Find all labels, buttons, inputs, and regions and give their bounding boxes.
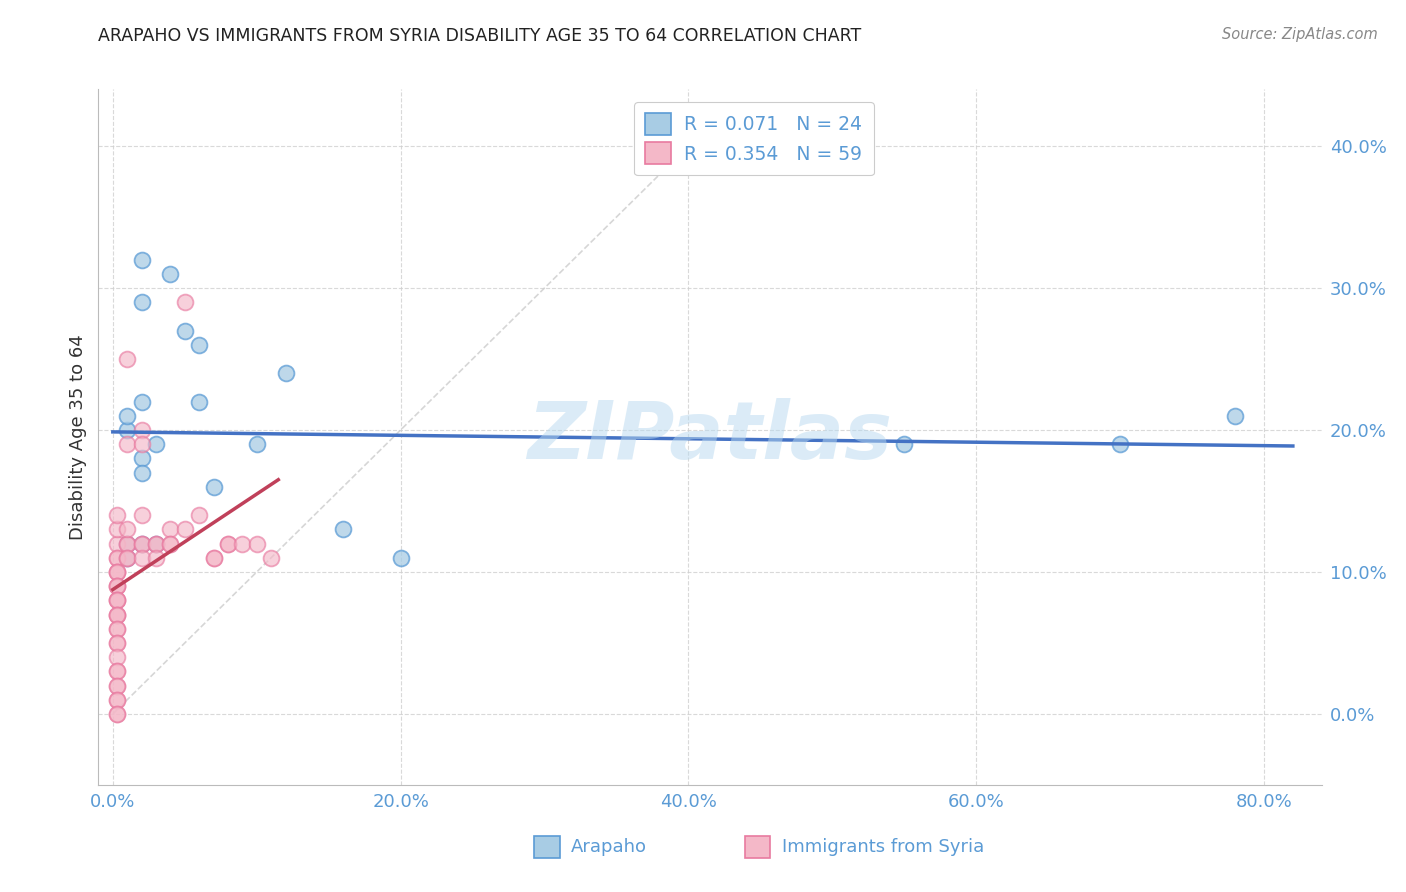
- Point: [145, 536, 167, 550]
- Point: [1109, 437, 1132, 451]
- Point: [145, 550, 167, 565]
- Point: [115, 351, 138, 366]
- Point: [1225, 409, 1247, 423]
- Point: [105, 536, 128, 550]
- Point: [105, 636, 128, 650]
- Point: [115, 550, 138, 565]
- Point: [173, 295, 195, 310]
- Point: [115, 536, 138, 550]
- Point: [188, 508, 211, 523]
- Point: [105, 692, 128, 706]
- Point: [159, 536, 181, 550]
- Point: [105, 593, 128, 607]
- Point: [105, 607, 128, 622]
- Point: [145, 536, 167, 550]
- Point: [105, 622, 128, 636]
- Point: [115, 536, 138, 550]
- Point: [131, 394, 153, 409]
- Point: [115, 550, 138, 565]
- Y-axis label: Disability Age 35 to 64: Disability Age 35 to 64: [69, 334, 87, 540]
- Point: [131, 451, 153, 466]
- Point: [115, 550, 138, 565]
- Text: ZIPatlas: ZIPatlas: [527, 398, 893, 476]
- Point: [131, 536, 153, 550]
- Point: [105, 565, 128, 579]
- Point: [115, 423, 138, 437]
- Point: [159, 522, 181, 536]
- Point: [105, 522, 128, 536]
- Point: [105, 692, 128, 706]
- Legend: R = 0.071   N = 24, R = 0.354   N = 59: R = 0.071 N = 24, R = 0.354 N = 59: [634, 102, 873, 176]
- Point: [332, 522, 354, 536]
- Point: [131, 536, 153, 550]
- Point: [145, 536, 167, 550]
- Point: [159, 536, 181, 550]
- Point: [105, 565, 128, 579]
- Point: [274, 366, 297, 380]
- Point: [893, 437, 915, 451]
- Point: [389, 550, 412, 565]
- Point: [105, 607, 128, 622]
- Point: [145, 437, 167, 451]
- Text: Immigrants from Syria: Immigrants from Syria: [782, 838, 984, 856]
- Point: [131, 508, 153, 523]
- Text: Source: ZipAtlas.com: Source: ZipAtlas.com: [1222, 27, 1378, 42]
- Point: [105, 650, 128, 665]
- Point: [217, 536, 239, 550]
- Text: Arapaho: Arapaho: [571, 838, 647, 856]
- Point: [105, 508, 128, 523]
- Text: ARAPAHO VS IMMIGRANTS FROM SYRIA DISABILITY AGE 35 TO 64 CORRELATION CHART: ARAPAHO VS IMMIGRANTS FROM SYRIA DISABIL…: [98, 27, 862, 45]
- Point: [105, 593, 128, 607]
- Point: [105, 565, 128, 579]
- Point: [188, 338, 211, 352]
- Point: [246, 536, 269, 550]
- Point: [105, 579, 128, 593]
- Point: [105, 636, 128, 650]
- Point: [105, 679, 128, 693]
- Point: [115, 437, 138, 451]
- Point: [231, 536, 253, 550]
- Point: [105, 665, 128, 679]
- Point: [173, 324, 195, 338]
- Point: [105, 593, 128, 607]
- Point: [131, 295, 153, 310]
- Point: [131, 252, 153, 267]
- Point: [131, 536, 153, 550]
- Point: [105, 679, 128, 693]
- Point: [105, 706, 128, 721]
- Point: [115, 536, 138, 550]
- Point: [202, 480, 225, 494]
- Point: [115, 409, 138, 423]
- Point: [105, 550, 128, 565]
- Point: [217, 536, 239, 550]
- Point: [173, 522, 195, 536]
- Point: [202, 550, 225, 565]
- Point: [105, 665, 128, 679]
- Point: [131, 423, 153, 437]
- Point: [105, 706, 128, 721]
- Point: [105, 579, 128, 593]
- Point: [260, 550, 283, 565]
- Point: [246, 437, 269, 451]
- Point: [105, 607, 128, 622]
- Point: [105, 550, 128, 565]
- Point: [131, 550, 153, 565]
- Point: [188, 394, 211, 409]
- Point: [131, 437, 153, 451]
- Point: [105, 579, 128, 593]
- Point: [105, 622, 128, 636]
- Point: [202, 550, 225, 565]
- Point: [115, 522, 138, 536]
- Point: [159, 267, 181, 281]
- Point: [131, 466, 153, 480]
